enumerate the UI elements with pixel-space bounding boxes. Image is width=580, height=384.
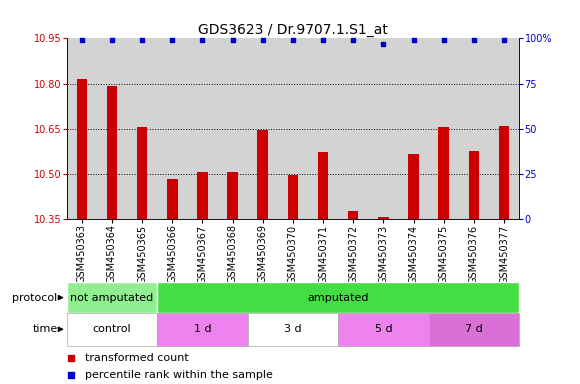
Text: protocol: protocol xyxy=(12,293,57,303)
Text: transformed count: transformed count xyxy=(85,353,188,363)
Bar xyxy=(378,217,389,219)
Bar xyxy=(348,211,358,219)
Text: 3 d: 3 d xyxy=(284,324,302,334)
Bar xyxy=(157,282,519,313)
Point xyxy=(198,37,207,43)
Bar xyxy=(67,282,157,313)
Title: GDS3623 / Dr.9707.1.S1_at: GDS3623 / Dr.9707.1.S1_at xyxy=(198,23,388,37)
Point xyxy=(77,37,86,43)
Bar xyxy=(137,127,147,219)
Point xyxy=(409,37,418,43)
Bar xyxy=(499,126,509,219)
Text: 5 d: 5 d xyxy=(375,324,392,334)
Bar xyxy=(318,152,328,219)
Text: percentile rank within the sample: percentile rank within the sample xyxy=(85,370,273,381)
Bar xyxy=(67,313,157,346)
Bar xyxy=(77,79,87,219)
Point xyxy=(469,37,478,43)
Text: control: control xyxy=(93,324,131,334)
Point xyxy=(379,41,388,47)
Point xyxy=(288,37,298,43)
Bar xyxy=(288,175,298,219)
Bar xyxy=(167,179,177,219)
Bar xyxy=(258,130,268,219)
Bar xyxy=(429,313,519,346)
Point xyxy=(318,37,328,43)
Text: amputated: amputated xyxy=(307,293,369,303)
Point xyxy=(258,37,267,43)
Bar xyxy=(338,313,429,346)
Bar xyxy=(438,127,449,219)
Text: 7 d: 7 d xyxy=(465,324,483,334)
Point xyxy=(499,37,509,43)
Point xyxy=(137,37,147,43)
Text: 1 d: 1 d xyxy=(194,324,211,334)
Bar xyxy=(248,313,338,346)
Bar xyxy=(227,172,238,219)
Point xyxy=(107,37,117,43)
Bar xyxy=(197,172,208,219)
Point xyxy=(168,37,177,43)
Text: not amputated: not amputated xyxy=(70,293,154,303)
Bar xyxy=(469,151,479,219)
Bar xyxy=(408,154,419,219)
Point xyxy=(439,37,448,43)
Bar xyxy=(157,313,248,346)
Bar xyxy=(107,86,117,219)
Text: time: time xyxy=(32,324,57,334)
Point xyxy=(228,37,237,43)
Point xyxy=(349,37,358,43)
